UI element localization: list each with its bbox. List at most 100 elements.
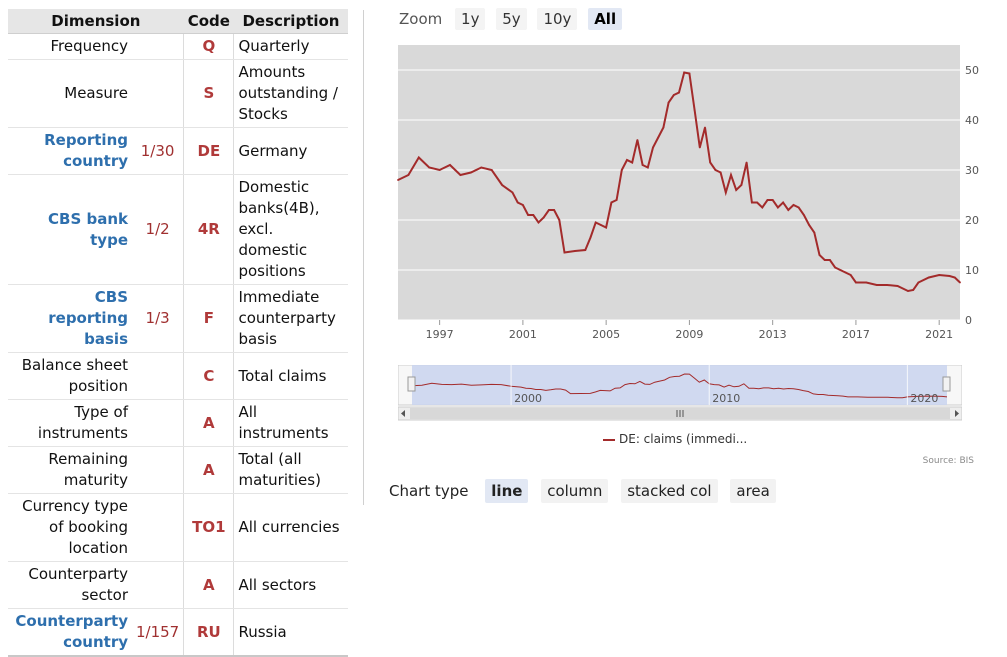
data-point: [511, 191, 514, 194]
dimension-description: Domestic banks(4B), excl. domestic posit…: [233, 174, 348, 285]
dimension-name: Type of instruments: [8, 399, 132, 447]
dimension-code: A: [183, 561, 235, 609]
dimension-name[interactable]: CBS bank type: [8, 174, 132, 285]
table-row: Counterparty country 1/157 RU Russia: [8, 608, 348, 657]
dimension-name[interactable]: CBS reporting basis: [8, 284, 132, 353]
dimension-code: F: [183, 284, 235, 353]
source-credit[interactable]: Source: BIS: [922, 456, 974, 466]
data-point: [667, 101, 670, 104]
data-point: [678, 91, 680, 94]
dimension-name: Frequency: [8, 33, 132, 60]
zoom-bar: Zoom 1y 5y 10y All: [399, 8, 628, 30]
dimension-name: Currency type of booking location: [8, 493, 132, 562]
line-chart[interactable]: 0 10 20 30 40 50 1997 2001 2005 2009 2013 2017 2021: [395, 40, 980, 345]
navigator-ticks: 2000 2010 2020: [510, 365, 938, 405]
dimension-name: Balance sheet position: [8, 352, 132, 400]
navigator-right-handle[interactable]: [942, 376, 951, 392]
data-point: [704, 126, 706, 129]
chart-type-line-button[interactable]: line: [485, 479, 529, 503]
chart-type-column-button[interactable]: column: [541, 479, 609, 503]
dimension-code: A: [183, 446, 235, 494]
navigator-series-line: [411, 373, 948, 399]
dimension-description: All currencies: [233, 493, 348, 562]
dimension-code: A: [183, 399, 235, 447]
y-tick-label: 40: [965, 114, 979, 127]
data-point: [886, 284, 888, 286]
data-point: [808, 224, 810, 226]
data-point: [813, 231, 816, 234]
data-point: [428, 166, 431, 169]
dimension-position: [132, 446, 184, 494]
dimension-description: Immediate counterparty basis: [233, 284, 348, 353]
dimension-name[interactable]: Reporting country: [8, 127, 132, 175]
data-point: [844, 271, 847, 274]
x-tick-label: 2021: [925, 328, 953, 341]
dimension-description: Total (all maturities): [233, 446, 348, 494]
plot-area: [398, 45, 960, 320]
data-point: [490, 169, 493, 171]
data-point: [740, 184, 743, 186]
data-point: [610, 201, 613, 204]
table-row: Balance sheet position C Total claims: [8, 352, 348, 400]
dimension-name: Counterparty sector: [8, 561, 132, 609]
table-row: CBS reporting basis 1/3 F Immediate counter…: [8, 284, 348, 353]
scroll-right-arrow-icon[interactable]: [955, 410, 959, 417]
data-point: [855, 281, 857, 284]
x-tick-label: 2013: [759, 328, 787, 341]
zoom-1y-button[interactable]: 1y: [455, 8, 486, 30]
data-point: [896, 285, 899, 287]
navigator-left-handle[interactable]: [407, 376, 416, 392]
dimension-position: [132, 493, 184, 562]
x-tick-label: 2005: [592, 328, 620, 341]
data-point: [745, 161, 748, 164]
data-point: [959, 281, 961, 284]
table-header-row: Dimension Code Description: [8, 9, 348, 34]
dimension-description: Russia: [233, 608, 348, 657]
data-point: [652, 146, 654, 149]
data-point: [797, 206, 800, 209]
range-navigator[interactable]: 2000 2010 2020: [398, 365, 962, 421]
data-point: [698, 146, 701, 149]
chart-legend[interactable]: DE: claims (immedi...: [603, 432, 747, 446]
data-point: [803, 214, 805, 216]
data-point: [438, 169, 441, 171]
data-point: [563, 251, 566, 254]
data-point: [553, 209, 555, 211]
dimension-name[interactable]: Counterparty country: [8, 608, 132, 657]
zoom-label: Zoom: [399, 10, 443, 28]
data-point: [480, 166, 483, 169]
data-point: [693, 109, 696, 111]
navigator-selection[interactable]: [412, 365, 947, 405]
navigator-tick-label: 2000: [514, 392, 542, 405]
zoom-10y-button[interactable]: 10y: [537, 8, 578, 30]
table-row: Currency type of booking location TO1 All …: [8, 493, 348, 562]
scroll-left-arrow-icon[interactable]: [401, 410, 405, 417]
data-point: [589, 236, 592, 239]
data-point: [683, 71, 686, 74]
dimension-name: Measure: [8, 59, 132, 128]
y-axis-ticks: 0 10 20 30 40 50: [965, 64, 979, 327]
data-point: [865, 281, 868, 284]
chart-type-stacked-col-button[interactable]: stacked col: [621, 479, 718, 503]
data-point: [522, 204, 524, 206]
zoom-all-button[interactable]: All: [588, 8, 623, 30]
x-axis-ticks: 1997 2001 2005 2009 2013 2017 2021: [426, 320, 953, 341]
data-point: [397, 179, 399, 181]
x-tick-label: 2009: [675, 328, 703, 341]
dimension-code: C: [183, 352, 235, 400]
data-point: [829, 259, 831, 261]
data-point: [818, 254, 821, 256]
data-point: [823, 259, 826, 261]
data-point: [907, 290, 909, 292]
dimension-position: [132, 399, 184, 447]
data-point: [605, 226, 607, 229]
data-point: [751, 201, 753, 204]
dimension-description: Germany: [233, 127, 348, 175]
y-tick-label: 0: [965, 314, 972, 327]
data-point: [792, 204, 795, 206]
chart-type-area-button[interactable]: area: [730, 479, 776, 503]
series-points: [397, 71, 961, 292]
zoom-5y-button[interactable]: 5y: [496, 8, 527, 30]
data-point: [787, 209, 790, 211]
dimension-code: 4R: [183, 174, 235, 285]
